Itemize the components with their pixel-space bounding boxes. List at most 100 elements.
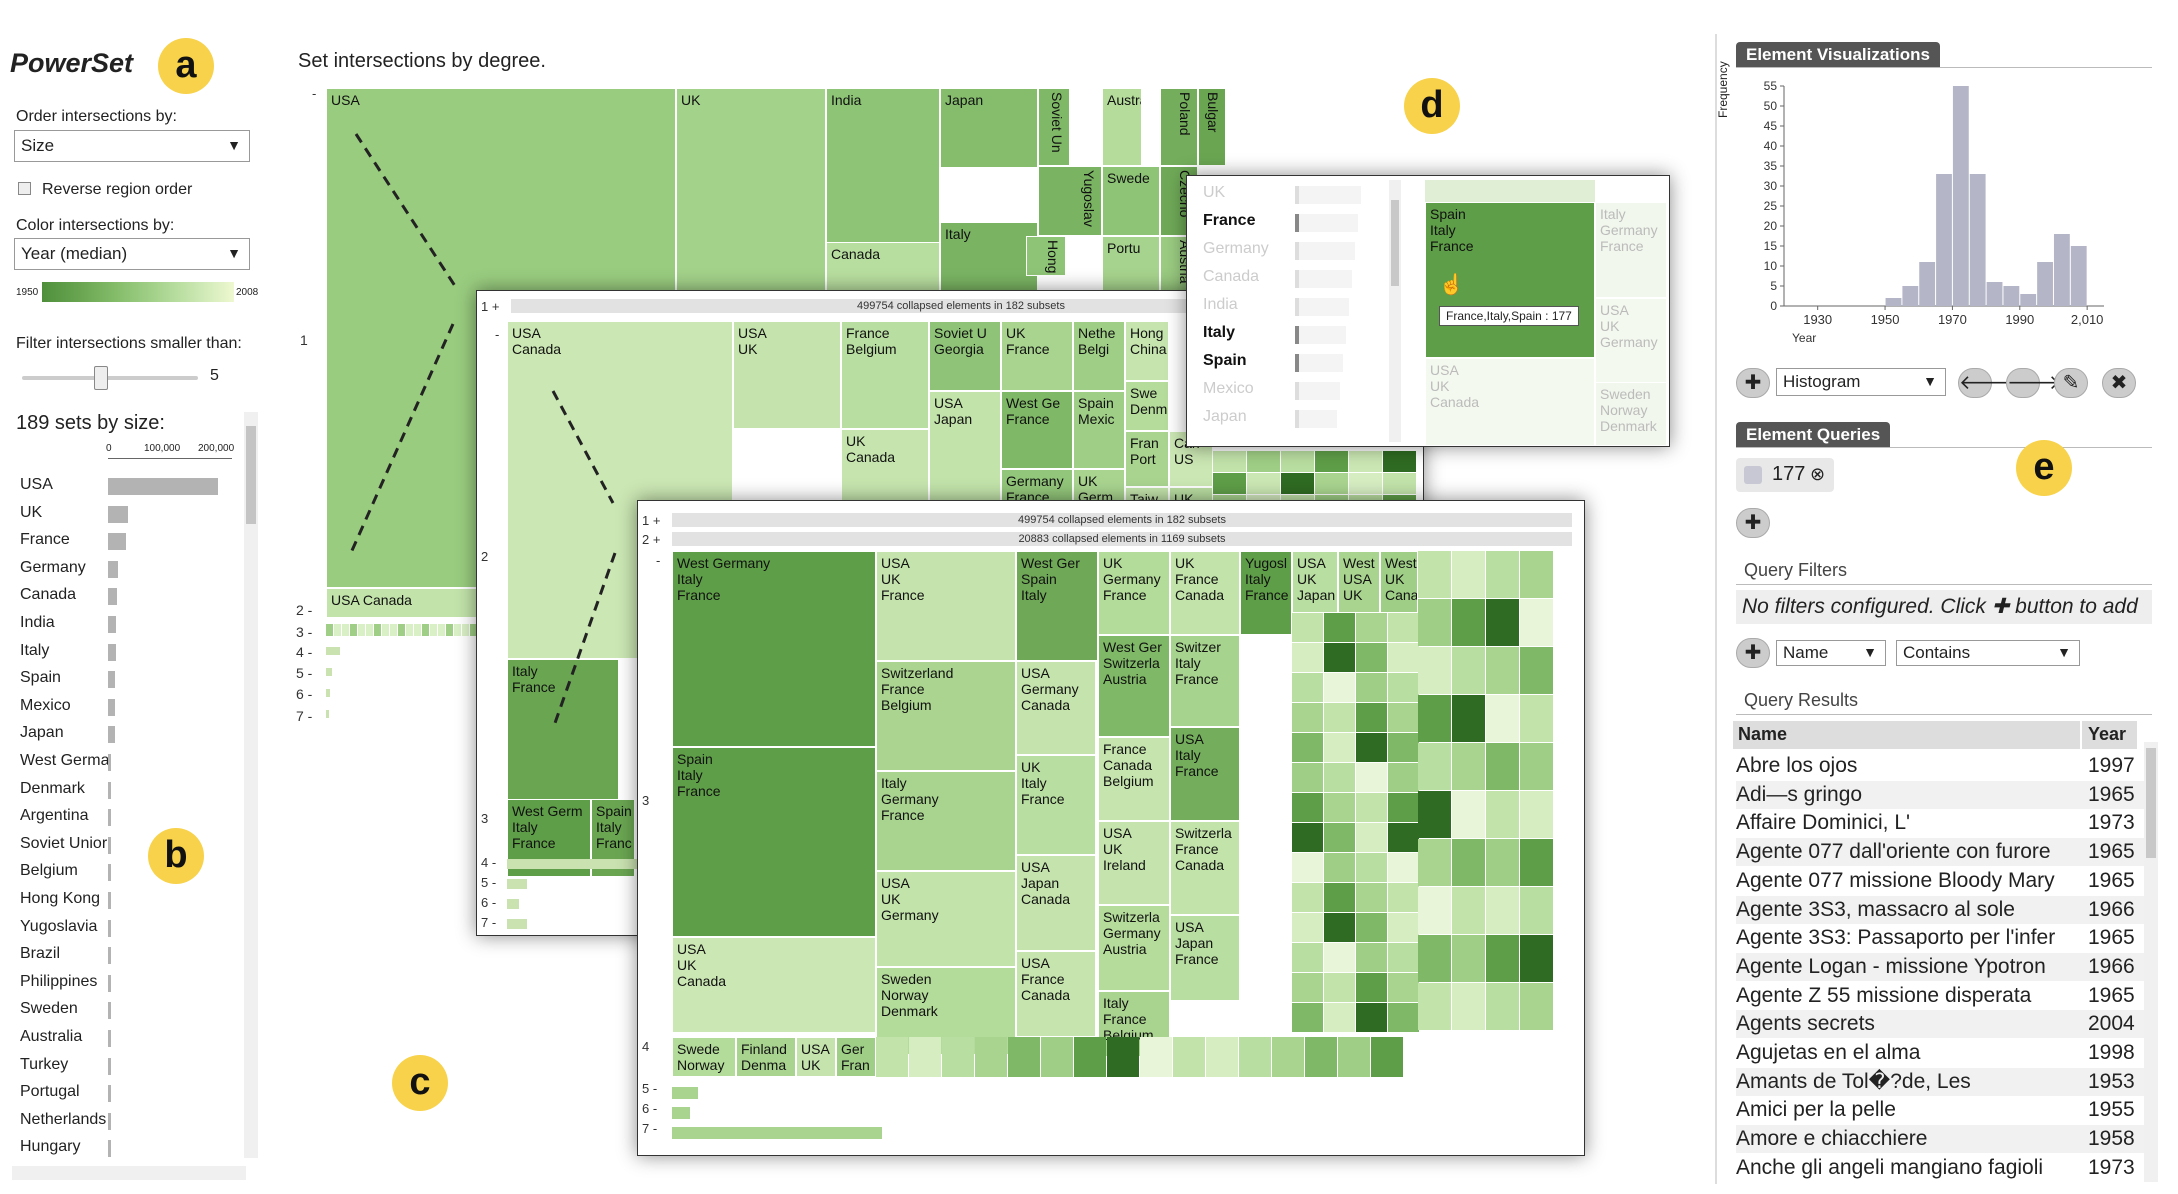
mosaic-cell[interactable] [1324,673,1355,702]
histogram-bar[interactable] [2020,294,2037,306]
mosaic-cell[interactable] [1292,613,1323,642]
result-row[interactable]: Agente Z 55 missione disperata 1965 [1736,982,2146,1010]
treemap-cell[interactable]: USA UK France [876,551,1016,661]
mosaic-cell[interactable] [1486,647,1519,694]
treemap-cell[interactable]: Portu [1102,236,1160,296]
mosaic-cell[interactable] [1324,913,1355,942]
result-row[interactable]: Agente 3S3, massacro al sole 1966 [1736,895,2146,924]
treemap-cell[interactable]: Switzerland France Belgium [876,661,1016,771]
detail-set-name[interactable]: Germany [1203,240,1269,257]
mosaic-cell[interactable] [1356,673,1387,702]
result-row[interactable]: Adi—s gringo 1965 [1736,780,2146,809]
treemap-cell[interactable]: Yugosl Italy France [1240,551,1292,635]
result-row[interactable]: Agente 077 missione Bloody Mary 1965 [1736,867,2146,895]
color-select[interactable]: Year (median) ▼ [14,238,250,270]
mosaic-cell[interactable] [1520,791,1553,838]
histogram-bar[interactable] [2070,246,2087,306]
treemap-cell[interactable]: USA France Canada [1016,951,1096,1037]
detail-set-name[interactable]: Spain [1203,352,1247,369]
results-col-year[interactable]: Year [2088,724,2127,744]
detail-set-name[interactable]: UK [1203,184,1226,201]
result-row[interactable]: Affaire Dominici, L' 1973 [1736,809,2146,837]
mosaic-cell[interactable] [1008,1037,1040,1077]
set-row[interactable]: France [20,531,240,553]
mini-cell[interactable] [350,624,357,636]
mosaic-cell[interactable] [1383,451,1416,472]
mosaic-cell[interactable] [1388,703,1419,732]
histogram-bar[interactable] [2003,286,2020,306]
mosaic-cell[interactable] [1324,1003,1355,1032]
histogram-bar[interactable] [2053,234,2070,306]
mosaic-cell[interactable] [1486,695,1519,742]
mosaic-cell[interactable] [1213,473,1246,494]
mosaic-cell[interactable] [1272,1037,1304,1077]
mosaic-cell[interactable] [1074,1037,1106,1077]
mosaic-cell[interactable] [1292,733,1323,762]
treemap-cell[interactable]: West UK Cana [1380,551,1418,613]
set-row[interactable]: Italy [20,642,240,664]
treemap-cell[interactable]: Soviet Un [1038,88,1070,166]
mosaic-cell[interactable] [1356,793,1387,822]
histogram-bar[interactable] [1919,262,1936,306]
mini-bar[interactable] [326,689,330,697]
treemap-cell[interactable]: West Germ Italy France [507,799,591,877]
mosaic-cell[interactable] [1418,551,1451,598]
mini-cell[interactable] [358,624,365,636]
result-row[interactable]: Agents secrets 2004 [1736,1010,2146,1039]
mosaic-cell[interactable] [1388,913,1419,942]
treemap-cell[interactable]: Spain Mexic [1073,391,1125,469]
treemap-cell[interactable]: Swe Denm [1125,381,1169,431]
treemap-cell[interactable]: France Canada Belgium [1098,737,1170,821]
result-row[interactable]: Agente 077 dall'oriente con furore 1965 [1736,838,2146,867]
treemap-cell[interactable]: UK France [1001,321,1073,391]
treemap-overlay-2[interactable]: 1 + 2 + 3 4 5 - 6 - 7 - - 499754 collapsed elem… [637,500,1585,1156]
mosaic-cell[interactable] [1520,839,1553,886]
mosaic-cell[interactable] [1452,983,1485,1030]
detail-set-name[interactable]: France [1203,212,1256,229]
mosaic-cell[interactable] [1213,451,1246,472]
mini-bar[interactable] [326,668,332,676]
treemap-cell[interactable]: Switzerla France Canada [1170,821,1240,915]
treemap-cell[interactable]: USA Japan Canada [1016,855,1096,951]
mosaic-cell[interactable] [1315,473,1348,494]
set-row[interactable]: Netherlands [20,1111,240,1133]
mosaic-cell[interactable] [1486,839,1519,886]
mini-bar[interactable] [326,647,340,655]
set-row[interactable]: Philippines [20,973,240,995]
result-row[interactable]: Agente 3S3: Passaporto per l'infer 1965 [1736,924,2146,952]
treemap-cell[interactable]: West Ger Spain Italy [1016,551,1098,661]
mosaic-cell[interactable] [1356,613,1387,642]
mosaic-cell[interactable] [1356,973,1387,1002]
mosaic-cell[interactable] [1292,913,1323,942]
scroll-thumb[interactable] [246,426,256,524]
treemap-cell[interactable]: Fran Port [1125,431,1169,487]
mosaic-cell[interactable] [1452,695,1485,742]
histogram-bar[interactable] [1952,86,1969,306]
mosaic-cell[interactable] [1292,673,1323,702]
mosaic-cell[interactable] [1418,935,1451,982]
histogram-bar[interactable] [1969,174,1986,306]
mosaic-cell[interactable] [1452,839,1485,886]
mosaic-cell[interactable] [1349,451,1382,472]
treemap-cell[interactable]: USA Italy France [1170,727,1240,821]
mosaic-cell[interactable] [1324,643,1355,672]
filter-op-select[interactable]: Contains ▼ [1896,640,2080,666]
set-list-scrollbar[interactable] [244,412,258,1158]
results-col-name[interactable]: Name [1738,724,1788,744]
mosaic-cell[interactable] [1418,983,1451,1030]
filter-slider-handle[interactable] [94,366,108,390]
mini-cell[interactable] [342,624,349,636]
mosaic-cell[interactable] [1041,1037,1073,1077]
set-row[interactable]: UK [20,504,240,526]
treemap-cell[interactable]: UK Italy France [1016,755,1096,855]
mosaic-cell[interactable] [1324,733,1355,762]
arrow-right-button[interactable]: 🡒 [2006,368,2061,398]
histogram-bar[interactable] [1902,286,1919,306]
set-row[interactable]: India [20,614,240,636]
mosaic-cell[interactable] [1281,473,1314,494]
mini-bar[interactable] [326,710,329,718]
mosaic-cell[interactable] [1418,647,1451,694]
treemap-cell[interactable]: Swede Norway [672,1037,736,1077]
treemap-cell[interactable]: USA UK Ireland [1098,821,1170,905]
mosaic-cell[interactable] [1292,643,1323,672]
